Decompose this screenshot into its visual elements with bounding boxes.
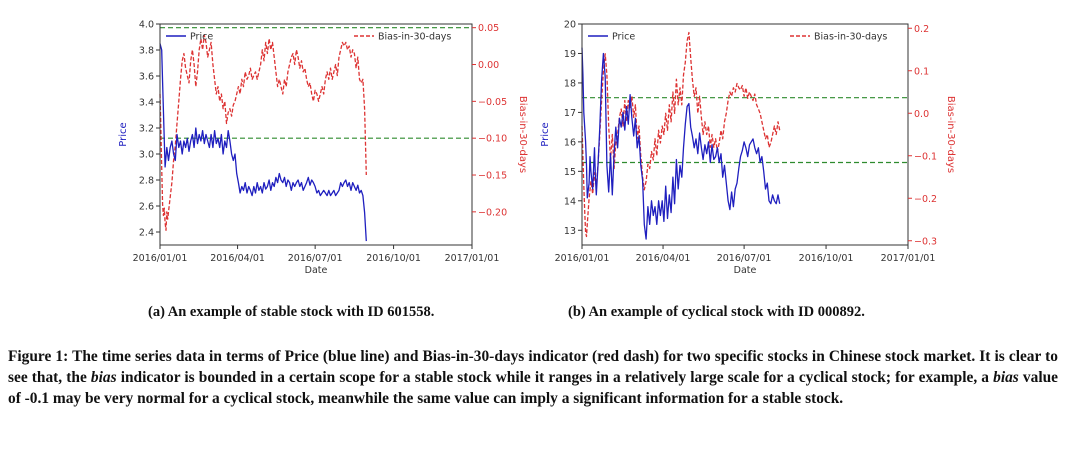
x-tick-label: 2016/07/01 — [717, 253, 772, 264]
y2-tick-label: −0.2 — [914, 194, 937, 205]
y2-tick-label: 0.2 — [914, 24, 929, 35]
chart-b: 2016/01/01 2016/04/01 2016/07/01 2016/10/01… — [540, 20, 956, 277]
y-axis-label: Price — [118, 122, 129, 146]
x-tick-label: 2016/04/01 — [636, 253, 691, 264]
figure-caption: Figure 1: The time series data in terms … — [8, 346, 1058, 409]
legend-bias: Bias-in-30-days — [354, 32, 451, 43]
y2-tick-label: −0.10 — [478, 134, 507, 145]
x-tick-label: 2017/01/01 — [881, 253, 936, 264]
y2-tick-label: 0.0 — [914, 109, 929, 120]
x-axis-label: Date — [734, 265, 757, 276]
y2-axis-label: Bias-in-30-days — [517, 96, 528, 173]
y2-axis-label: Bias-in-30-days — [945, 96, 956, 173]
x-tick-label: 2016/10/01 — [799, 253, 854, 264]
caption-text: indicator is bounded in a certain scope … — [116, 369, 994, 386]
x-tick-label: 2016/07/01 — [288, 253, 343, 264]
y-tick-label: 3.8 — [139, 46, 154, 57]
legend-bias-label: Bias-in-30-days — [814, 32, 887, 43]
caption-text: value of -0.1 may be very normal for a c… — [8, 369, 1058, 407]
caption-italic-term: bias — [90, 369, 117, 386]
y-tick-label: 2.8 — [139, 176, 154, 187]
price-line — [581, 47, 781, 240]
plot-frame — [159, 23, 473, 246]
y-tick-label: 15 — [564, 167, 576, 178]
legend-price: Price — [166, 32, 213, 43]
y2-tick-label: −0.05 — [478, 97, 507, 108]
y2-tick-label: −0.15 — [478, 171, 507, 182]
y2-tick-label: −0.20 — [478, 207, 507, 218]
caption-italic-term: bias — [993, 369, 1019, 386]
y2-tick-label: −0.3 — [914, 236, 937, 247]
chart-a: 2016/01/01 2016/04/01 2016/07/01 2016/10/01… — [118, 20, 528, 277]
caption-text: Figure 1: The time series data in terms … — [8, 348, 1058, 386]
legend-price: Price — [588, 32, 635, 43]
y-tick-label: 16 — [564, 137, 576, 148]
y-tick-label: 13 — [564, 226, 576, 237]
y2-tick-label: 0.05 — [478, 23, 499, 34]
y-tick-label: 3.0 — [139, 150, 154, 161]
legend-bias: Bias-in-30-days — [790, 32, 887, 43]
y-tick-label: 17 — [564, 108, 576, 119]
x-axis-label: Date — [305, 265, 328, 276]
subcaption-a: (a) An example of stable stock with ID 6… — [148, 304, 435, 320]
y2-tick-label: 0.00 — [478, 60, 499, 71]
legend-bias-label: Bias-in-30-days — [378, 32, 451, 43]
price-line — [159, 43, 367, 242]
legend-price-label: Price — [612, 32, 635, 43]
y-tick-label: 18 — [564, 78, 576, 89]
y-tick-label: 14 — [564, 196, 576, 207]
y-tick-label: 2.6 — [139, 202, 154, 213]
y-axis-label: Price — [540, 122, 551, 146]
y-tick-label: 3.6 — [139, 72, 154, 83]
bias-line — [581, 31, 781, 238]
subcaption-b: (b) An example of cyclical stock with ID… — [568, 304, 865, 320]
x-tick-label: 2016/04/01 — [210, 253, 265, 264]
x-tick-label: 2016/01/01 — [555, 253, 610, 264]
y-tick-label: 4.0 — [139, 20, 154, 31]
y-tick-label: 3.4 — [139, 98, 154, 109]
plot-frame — [581, 23, 909, 246]
x-tick-label: 2017/01/01 — [445, 253, 500, 264]
x-tick-label: 2016/10/01 — [366, 253, 421, 264]
y-tick-label: 3.2 — [139, 124, 154, 135]
y2-tick-label: −0.1 — [914, 151, 937, 162]
figure-canvas: 2016/01/01 2016/04/01 2016/07/01 2016/10/01… — [118, 20, 956, 277]
y-tick-label: 20 — [564, 20, 576, 31]
bias-line — [159, 34, 367, 231]
y-tick-label: 19 — [564, 49, 576, 60]
x-tick-label: 2016/01/01 — [133, 253, 188, 264]
y-tick-label: 2.4 — [139, 228, 154, 239]
y2-tick-label: 0.1 — [914, 66, 929, 77]
legend-price-label: Price — [190, 32, 213, 43]
